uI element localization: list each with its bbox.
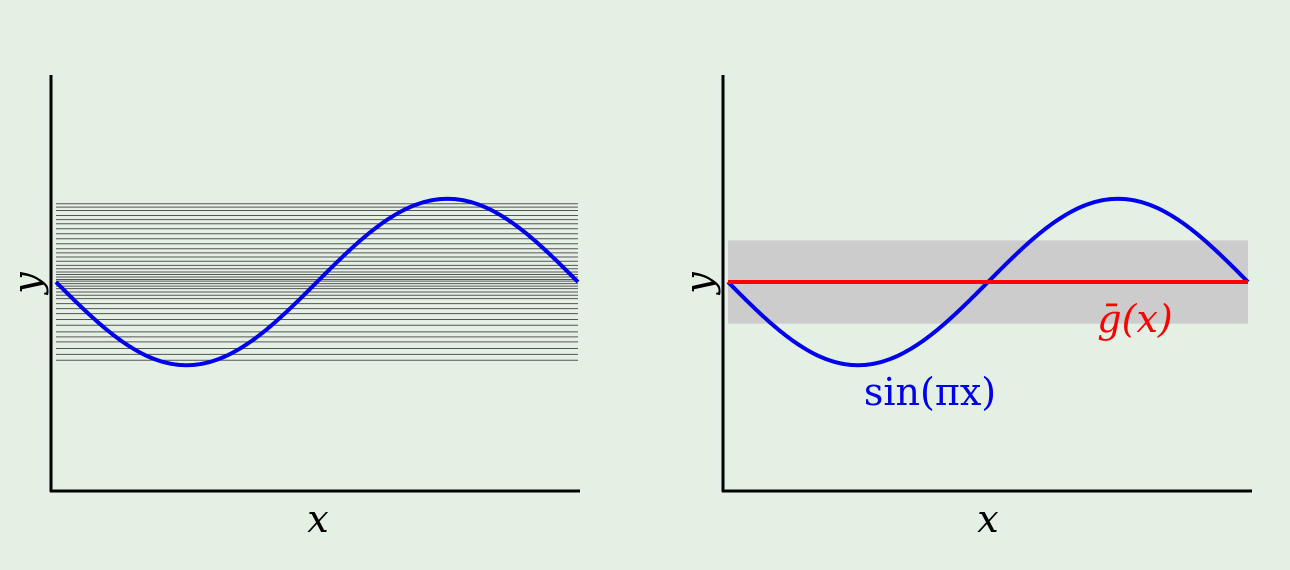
left-x-axis-label: x [307, 497, 328, 541]
constant-hypotheses [56, 203, 578, 361]
left-sine-curve [54, 196, 580, 368]
left-panel: x y [5, 75, 580, 541]
left-y-axis-label: y [5, 272, 49, 296]
right-x-axis-label: x [977, 497, 998, 541]
sine-curve-label: sin(πx) [864, 370, 996, 414]
right-panel: x y sin(πx) ḡ(x) [677, 75, 1252, 541]
mean-curve-label: ḡ(x) [1097, 297, 1172, 341]
right-y-axis-label: y [677, 272, 721, 296]
